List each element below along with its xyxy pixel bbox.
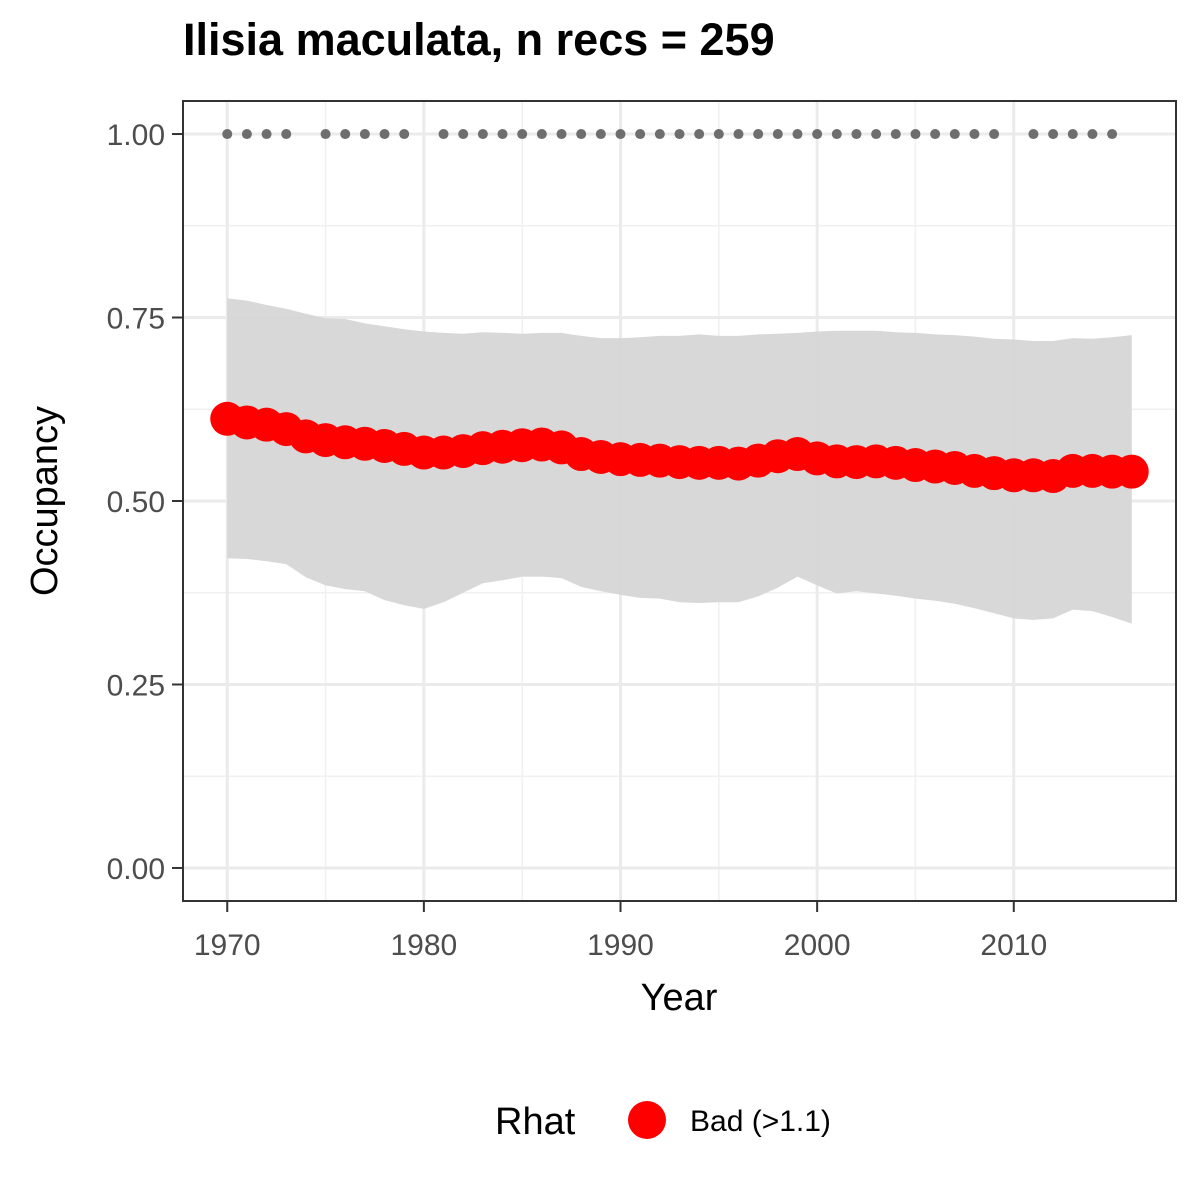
record-point: [949, 129, 960, 140]
record-point: [1087, 129, 1098, 140]
record-point: [477, 129, 488, 140]
record-point: [654, 129, 665, 140]
y-tick-label: 0.00: [107, 853, 165, 886]
y-tick-label: 0.50: [107, 486, 165, 519]
chart-title: Ilisia maculata, n recs = 259: [183, 14, 775, 65]
record-point: [359, 129, 370, 140]
record-point: [438, 129, 449, 140]
record-point: [871, 129, 882, 140]
record-point: [556, 129, 567, 140]
record-point: [399, 129, 410, 140]
record-point: [713, 129, 724, 140]
record-point: [497, 129, 508, 140]
y-axis-label: Occupancy: [24, 406, 66, 596]
x-axis-label: Year: [641, 977, 718, 1019]
record-point: [379, 129, 390, 140]
record-point: [576, 129, 587, 140]
record-point: [890, 129, 901, 140]
record-point: [241, 129, 252, 140]
x-tick-label: 1990: [587, 929, 654, 962]
record-point: [694, 129, 705, 140]
record-point: [792, 129, 803, 140]
record-point: [772, 129, 783, 140]
legend: Rhat Bad (>1.1): [495, 1101, 831, 1143]
record-point: [969, 129, 980, 140]
record-point: [831, 129, 842, 140]
legend-label-bad: Bad (>1.1): [690, 1105, 831, 1138]
record-point: [753, 129, 764, 140]
legend-title: Rhat: [495, 1101, 576, 1143]
record-point: [222, 129, 233, 140]
record-point: [733, 129, 744, 140]
record-point: [989, 129, 1000, 140]
x-tick-label: 1980: [391, 929, 458, 962]
legend-key-bad: [628, 1101, 666, 1139]
x-tick-label: 1970: [194, 929, 261, 962]
x-tick-label: 2000: [784, 929, 851, 962]
record-point: [340, 129, 351, 140]
record-point: [458, 129, 469, 140]
record-point: [635, 129, 646, 140]
x-tick-label: 2010: [980, 929, 1047, 962]
record-point: [261, 129, 272, 140]
record-point: [1028, 129, 1039, 140]
record-point: [930, 129, 941, 140]
record-point: [1107, 129, 1118, 140]
record-point: [851, 129, 862, 140]
record-point: [812, 129, 823, 140]
record-point: [1048, 129, 1059, 140]
record-point: [517, 129, 528, 140]
record-point: [674, 129, 685, 140]
record-point: [910, 129, 921, 140]
record-point: [536, 129, 547, 140]
y-tick-label: 0.25: [107, 669, 165, 702]
occupancy-point: [1114, 454, 1149, 489]
record-point: [320, 129, 331, 140]
record-point: [1067, 129, 1078, 140]
y-tick-label: 1.00: [107, 119, 165, 152]
y-tick-label: 0.75: [107, 303, 165, 336]
record-point: [281, 129, 292, 140]
record-point: [595, 129, 606, 140]
record-point: [615, 129, 626, 140]
